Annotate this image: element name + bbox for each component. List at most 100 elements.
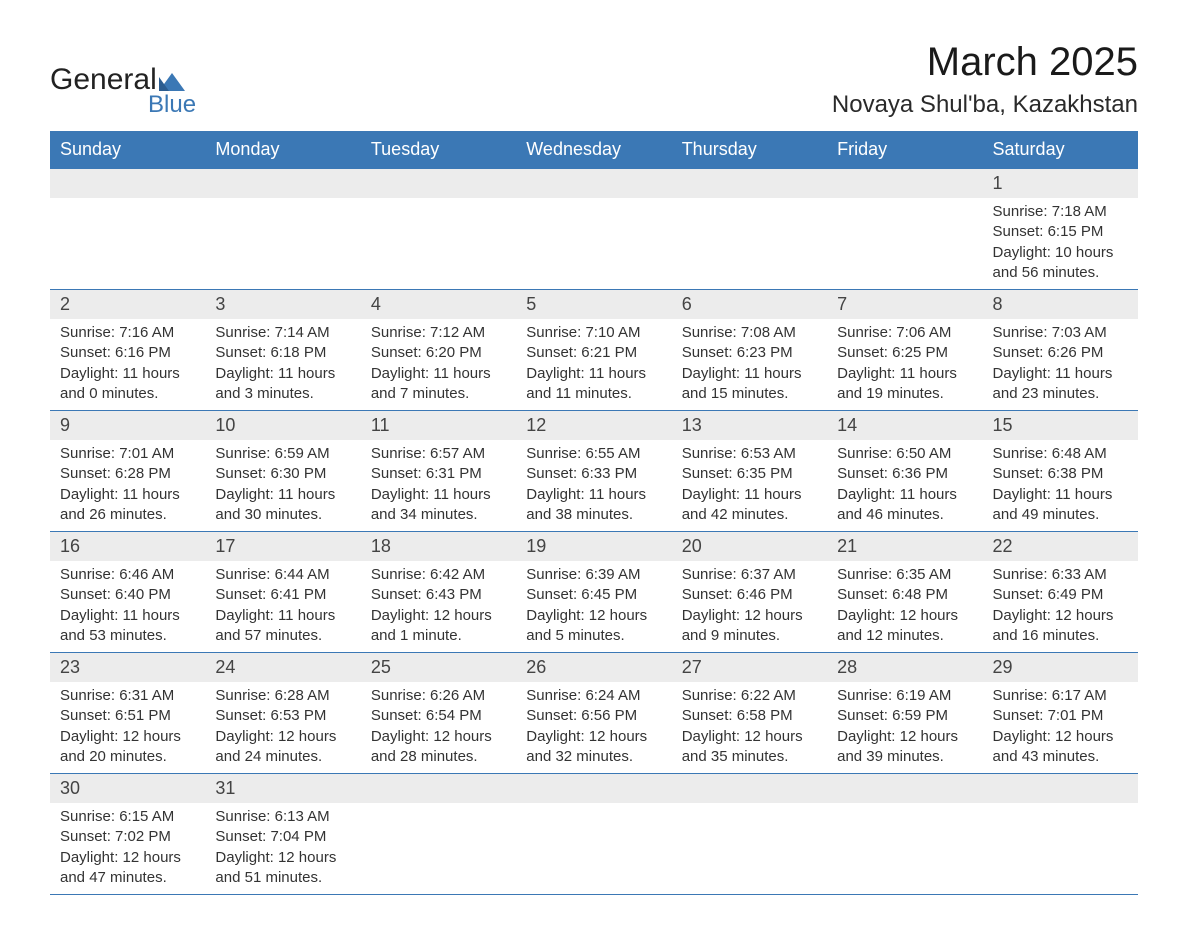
- week-row: 16Sunrise: 6:46 AMSunset: 6:40 PMDayligh…: [50, 531, 1138, 652]
- day-number: 4: [361, 290, 516, 319]
- day-sunset: Sunset: 6:15 PM: [993, 222, 1128, 242]
- logo: General Blue: [50, 63, 196, 119]
- day-sunrise: Sunrise: 6:24 AM: [526, 686, 661, 706]
- empty-day-cell: [50, 169, 205, 289]
- day-sunrise: Sunrise: 6:37 AM: [682, 565, 817, 585]
- day-sunset: Sunset: 6:40 PM: [60, 585, 195, 605]
- day-sunset: Sunset: 6:48 PM: [837, 585, 972, 605]
- day-sunrise: Sunrise: 6:26 AM: [371, 686, 506, 706]
- day-number: [50, 169, 205, 198]
- day-number: 3: [205, 290, 360, 319]
- day-daylight2: and 39 minutes.: [837, 747, 972, 767]
- day-body: [672, 198, 827, 208]
- header-right: March 2025 Novaya Shul'ba, Kazakhstan: [832, 40, 1138, 119]
- day-number: [827, 169, 982, 198]
- day-sunset: Sunset: 6:59 PM: [837, 706, 972, 726]
- day-sunset: Sunset: 6:58 PM: [682, 706, 817, 726]
- day-sunset: Sunset: 6:35 PM: [682, 464, 817, 484]
- day-body: [361, 803, 516, 813]
- day-number: 6: [672, 290, 827, 319]
- day-cell: 6Sunrise: 7:08 AMSunset: 6:23 PMDaylight…: [672, 290, 827, 410]
- day-daylight2: and 43 minutes.: [993, 747, 1128, 767]
- day-daylight2: and 57 minutes.: [215, 626, 350, 646]
- day-sunrise: Sunrise: 7:16 AM: [60, 323, 195, 343]
- day-daylight2: and 49 minutes.: [993, 505, 1128, 525]
- day-number: 9: [50, 411, 205, 440]
- day-sunset: Sunset: 7:01 PM: [993, 706, 1128, 726]
- day-sunrise: Sunrise: 6:22 AM: [682, 686, 817, 706]
- day-number: 29: [983, 653, 1138, 682]
- day-cell: 26Sunrise: 6:24 AMSunset: 6:56 PMDayligh…: [516, 653, 671, 773]
- day-number: [361, 169, 516, 198]
- day-daylight1: Daylight: 12 hours: [60, 848, 195, 868]
- day-body: [361, 198, 516, 208]
- day-daylight2: and 11 minutes.: [526, 384, 661, 404]
- day-daylight2: and 53 minutes.: [60, 626, 195, 646]
- day-cell: 21Sunrise: 6:35 AMSunset: 6:48 PMDayligh…: [827, 532, 982, 652]
- day-sunset: Sunset: 6:33 PM: [526, 464, 661, 484]
- day-cell: 14Sunrise: 6:50 AMSunset: 6:36 PMDayligh…: [827, 411, 982, 531]
- day-number: 1: [983, 169, 1138, 198]
- day-cell: 2Sunrise: 7:16 AMSunset: 6:16 PMDaylight…: [50, 290, 205, 410]
- empty-day-cell: [516, 169, 671, 289]
- day-sunrise: Sunrise: 7:10 AM: [526, 323, 661, 343]
- day-daylight2: and 0 minutes.: [60, 384, 195, 404]
- day-number: 15: [983, 411, 1138, 440]
- day-sunset: Sunset: 6:20 PM: [371, 343, 506, 363]
- day-cell: 5Sunrise: 7:10 AMSunset: 6:21 PMDaylight…: [516, 290, 671, 410]
- day-sunset: Sunset: 6:54 PM: [371, 706, 506, 726]
- empty-day-cell: [827, 774, 982, 894]
- weekday-header: Sunday: [50, 131, 205, 168]
- day-cell: 29Sunrise: 6:17 AMSunset: 7:01 PMDayligh…: [983, 653, 1138, 773]
- day-daylight2: and 19 minutes.: [837, 384, 972, 404]
- day-body: [827, 803, 982, 813]
- day-sunrise: Sunrise: 7:03 AM: [993, 323, 1128, 343]
- logo-word-general: General: [50, 63, 157, 97]
- day-sunrise: Sunrise: 6:53 AM: [682, 444, 817, 464]
- day-daylight1: Daylight: 12 hours: [837, 727, 972, 747]
- day-number: 25: [361, 653, 516, 682]
- weekday-header: Tuesday: [361, 131, 516, 168]
- day-number: 22: [983, 532, 1138, 561]
- day-daylight1: Daylight: 11 hours: [215, 606, 350, 626]
- day-body: Sunrise: 6:42 AMSunset: 6:43 PMDaylight:…: [361, 561, 516, 652]
- day-cell: 18Sunrise: 6:42 AMSunset: 6:43 PMDayligh…: [361, 532, 516, 652]
- day-daylight2: and 56 minutes.: [993, 263, 1128, 283]
- week-row: 9Sunrise: 7:01 AMSunset: 6:28 PMDaylight…: [50, 410, 1138, 531]
- day-sunrise: Sunrise: 6:39 AM: [526, 565, 661, 585]
- day-sunrise: Sunrise: 6:46 AM: [60, 565, 195, 585]
- day-number: 31: [205, 774, 360, 803]
- day-sunrise: Sunrise: 7:14 AM: [215, 323, 350, 343]
- day-number: 21: [827, 532, 982, 561]
- day-body: Sunrise: 7:03 AMSunset: 6:26 PMDaylight:…: [983, 319, 1138, 410]
- day-cell: 23Sunrise: 6:31 AMSunset: 6:51 PMDayligh…: [50, 653, 205, 773]
- day-daylight2: and 5 minutes.: [526, 626, 661, 646]
- day-body: [983, 803, 1138, 813]
- day-body: [516, 803, 671, 813]
- day-sunset: Sunset: 6:16 PM: [60, 343, 195, 363]
- weekday-header-row: SundayMondayTuesdayWednesdayThursdayFrid…: [50, 131, 1138, 168]
- day-cell: 11Sunrise: 6:57 AMSunset: 6:31 PMDayligh…: [361, 411, 516, 531]
- day-body: Sunrise: 7:08 AMSunset: 6:23 PMDaylight:…: [672, 319, 827, 410]
- day-daylight1: Daylight: 11 hours: [837, 364, 972, 384]
- day-daylight1: Daylight: 11 hours: [682, 485, 817, 505]
- day-daylight1: Daylight: 11 hours: [526, 364, 661, 384]
- day-body: Sunrise: 7:18 AMSunset: 6:15 PMDaylight:…: [983, 198, 1138, 289]
- day-body: Sunrise: 6:59 AMSunset: 6:30 PMDaylight:…: [205, 440, 360, 531]
- calendar: SundayMondayTuesdayWednesdayThursdayFrid…: [50, 131, 1138, 895]
- day-cell: 4Sunrise: 7:12 AMSunset: 6:20 PMDaylight…: [361, 290, 516, 410]
- day-sunset: Sunset: 6:56 PM: [526, 706, 661, 726]
- day-sunrise: Sunrise: 7:08 AM: [682, 323, 817, 343]
- day-cell: 31Sunrise: 6:13 AMSunset: 7:04 PMDayligh…: [205, 774, 360, 894]
- day-daylight1: Daylight: 11 hours: [371, 485, 506, 505]
- day-cell: 7Sunrise: 7:06 AMSunset: 6:25 PMDaylight…: [827, 290, 982, 410]
- day-sunrise: Sunrise: 6:42 AM: [371, 565, 506, 585]
- day-body: Sunrise: 6:28 AMSunset: 6:53 PMDaylight:…: [205, 682, 360, 773]
- day-cell: 10Sunrise: 6:59 AMSunset: 6:30 PMDayligh…: [205, 411, 360, 531]
- day-daylight1: Daylight: 12 hours: [682, 606, 817, 626]
- weekday-header: Monday: [205, 131, 360, 168]
- empty-day-cell: [672, 774, 827, 894]
- day-number: 7: [827, 290, 982, 319]
- day-daylight1: Daylight: 11 hours: [993, 485, 1128, 505]
- day-daylight1: Daylight: 11 hours: [215, 485, 350, 505]
